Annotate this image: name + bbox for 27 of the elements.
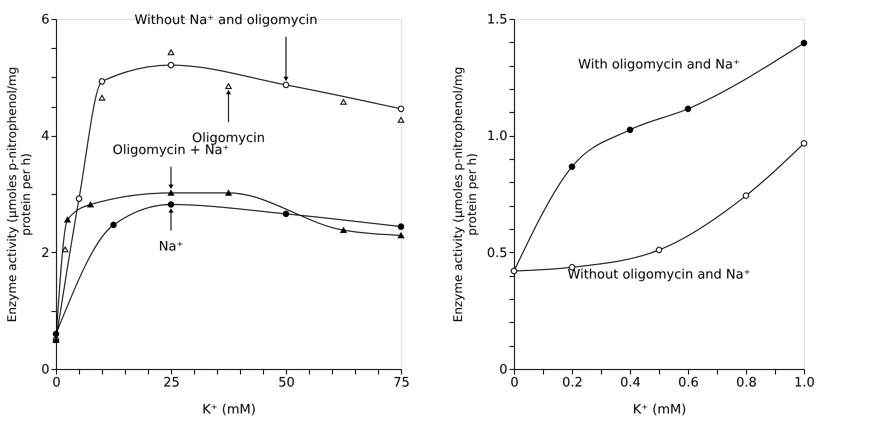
- x-tick-label: 0: [510, 376, 519, 390]
- x-tick-label: 1.0: [794, 376, 815, 390]
- annotation: Without oligomycin and Na⁺: [568, 268, 750, 282]
- y-tick-label: 0: [499, 362, 508, 378]
- y-axis-title: Enzyme activity (μmoles p-nitrophenol/mg protein per h): [5, 66, 34, 322]
- y-tick-label: 0.5: [486, 246, 508, 261]
- x-tick-label: 0.8: [736, 376, 757, 390]
- x-tick-label: 75: [393, 376, 410, 390]
- y-tick-label: 6: [41, 12, 50, 28]
- x-tick-label: 50: [278, 376, 295, 390]
- y-tick-label: 4: [41, 129, 50, 144]
- annotation: Oligomycin: [192, 131, 266, 146]
- annotation: With oligomycin and Na⁺: [578, 58, 740, 72]
- annotation: Na⁺: [158, 240, 184, 254]
- y-tick-label: 2: [41, 246, 50, 261]
- annotation: Without Na⁺ and oligomycin: [134, 12, 318, 28]
- y-tick-label: 0: [41, 362, 50, 378]
- x-tick-label: 0.4: [620, 376, 641, 390]
- y-tick-label: 1.5: [486, 12, 508, 28]
- x-tick-label: 0: [52, 376, 61, 390]
- x-tick-label: 0.6: [678, 376, 699, 390]
- y-axis-title: Enzyme activity (μmoles p-nitrophenol/mg protein per h): [450, 66, 479, 322]
- x-tick-label: 0.2: [562, 376, 583, 390]
- x-tick-label: 25: [163, 376, 180, 390]
- x-axis-title: K⁺ (mM): [632, 402, 686, 418]
- x-axis-title: K⁺ (mM): [202, 402, 256, 418]
- y-tick-label: 1.0: [486, 129, 508, 144]
